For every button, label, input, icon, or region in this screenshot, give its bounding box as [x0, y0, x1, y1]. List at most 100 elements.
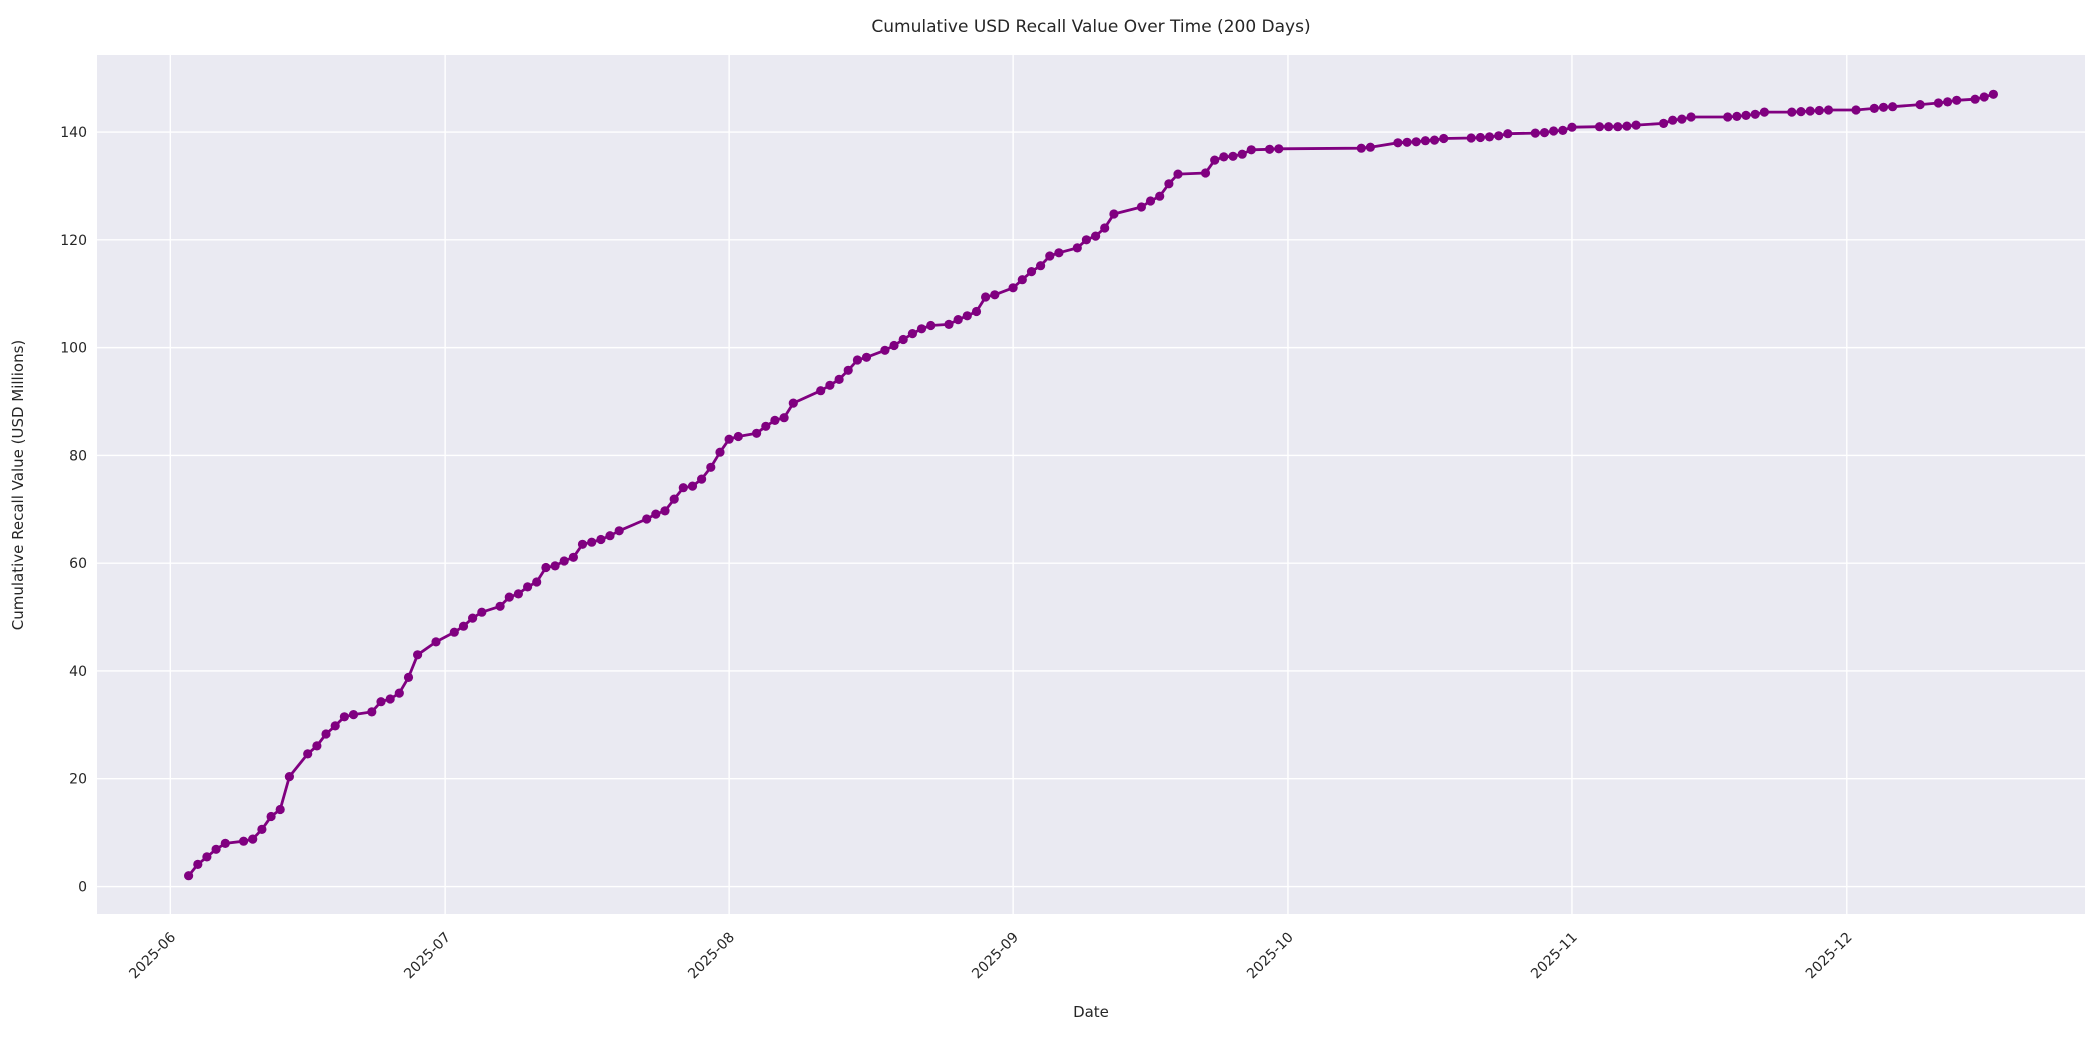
data-point-marker — [1136, 202, 1146, 212]
data-point-marker — [1933, 98, 1943, 108]
data-point-marker — [1200, 168, 1211, 178]
data-point-marker — [907, 329, 918, 339]
data-point-marker — [513, 589, 524, 599]
data-point-marker — [1402, 137, 1412, 147]
data-point-marker — [257, 824, 267, 835]
data-point-marker — [953, 315, 963, 325]
data-point-marker — [1943, 97, 1953, 107]
y-tick-label: 140 — [60, 125, 87, 141]
data-point-marker — [211, 844, 221, 854]
data-point-marker — [1109, 209, 1119, 219]
data-point-marker — [303, 749, 313, 759]
data-point-marker — [1503, 129, 1513, 139]
data-point-marker — [1145, 196, 1156, 206]
data-point-marker — [1246, 145, 1256, 155]
data-point-marker — [367, 707, 377, 717]
data-point-marker — [449, 627, 459, 637]
data-point-marker — [275, 804, 285, 815]
data-point-marker — [1228, 151, 1238, 161]
data-point-marker — [861, 352, 872, 362]
data-point-marker — [596, 534, 606, 545]
data-point-marker — [1805, 106, 1815, 116]
data-point-marker — [1604, 122, 1614, 132]
data-point-marker — [239, 836, 249, 846]
x-tick-label: 2025-09 — [969, 930, 1022, 983]
data-point-marker — [761, 421, 771, 431]
data-point-marker — [825, 380, 835, 390]
data-point-marker — [312, 741, 322, 751]
data-point-marker — [321, 729, 331, 739]
y-tick-label: 0 — [78, 880, 87, 896]
data-point-marker — [605, 531, 615, 541]
data-point-marker — [1659, 118, 1669, 128]
x-tick-label: 2025-10 — [1244, 930, 1297, 983]
data-point-marker — [816, 386, 826, 396]
data-point-marker — [788, 398, 798, 408]
data-point-marker — [1915, 100, 1925, 110]
data-point-marker — [843, 365, 853, 375]
data-point-marker — [1631, 120, 1641, 130]
data-point-marker — [431, 637, 441, 647]
data-point-marker — [1686, 112, 1696, 122]
data-point-marker — [660, 506, 670, 516]
data-point-marker — [852, 355, 863, 365]
data-point-marker — [568, 552, 579, 562]
data-point-marker — [1594, 122, 1605, 132]
data-point-marker — [1439, 133, 1449, 144]
data-point-marker — [651, 509, 661, 519]
data-point-marker — [1219, 152, 1229, 162]
data-point-marker — [1365, 142, 1375, 152]
data-point-marker — [1393, 138, 1403, 148]
data-point-marker — [642, 514, 652, 524]
data-point-marker — [889, 340, 899, 351]
data-point-marker — [1668, 115, 1678, 125]
data-point-marker — [202, 852, 212, 862]
data-point-marker — [458, 621, 469, 631]
x-tick-label: 2025-07 — [401, 930, 454, 983]
data-point-marker — [1017, 275, 1027, 285]
data-point-marker — [1210, 155, 1220, 165]
data-point-marker — [1494, 131, 1504, 141]
data-point-marker — [1173, 169, 1183, 179]
y-tick-label: 120 — [60, 233, 87, 249]
data-point-marker — [266, 811, 276, 822]
data-point-marker — [715, 447, 725, 457]
y-tick-label: 40 — [69, 664, 87, 680]
data-point-marker — [376, 697, 386, 707]
data-point-marker — [669, 494, 679, 504]
data-point-marker — [1036, 261, 1046, 271]
data-point-marker — [1851, 105, 1861, 115]
data-point-marker — [1045, 251, 1055, 261]
data-point-marker — [220, 838, 230, 849]
data-point-marker — [1008, 283, 1018, 293]
x-tick-label: 2025-12 — [1803, 930, 1856, 983]
data-point-marker — [990, 290, 1000, 300]
data-point-marker — [468, 613, 478, 623]
data-point-marker — [1622, 121, 1632, 131]
data-point-marker — [733, 431, 743, 442]
y-tick-label: 80 — [69, 448, 87, 464]
data-point-marker — [339, 712, 349, 722]
data-point-marker — [614, 526, 624, 536]
cumulative-recall-line — [187, 92, 1995, 878]
data-point-marker — [752, 428, 762, 438]
x-tick-label: 2025-11 — [1528, 930, 1581, 983]
data-point-marker — [1054, 248, 1064, 258]
data-point-marker — [1265, 144, 1275, 154]
data-point-marker — [1539, 128, 1550, 138]
data-point-marker — [1677, 114, 1687, 124]
data-point-marker — [348, 710, 359, 720]
data-point-marker — [1356, 143, 1366, 153]
data-point-marker — [1823, 105, 1834, 115]
data-point-marker — [880, 345, 890, 355]
data-point-marker — [1750, 109, 1760, 119]
data-point-marker — [1274, 144, 1284, 154]
data-point-marker — [1970, 94, 1980, 104]
data-point-marker — [834, 374, 844, 384]
data-point-marker — [1878, 102, 1889, 112]
data-point-marker — [1549, 126, 1559, 136]
data-point-marker — [916, 324, 927, 334]
data-point-marker — [1466, 133, 1476, 143]
data-point-marker — [1869, 103, 1879, 113]
